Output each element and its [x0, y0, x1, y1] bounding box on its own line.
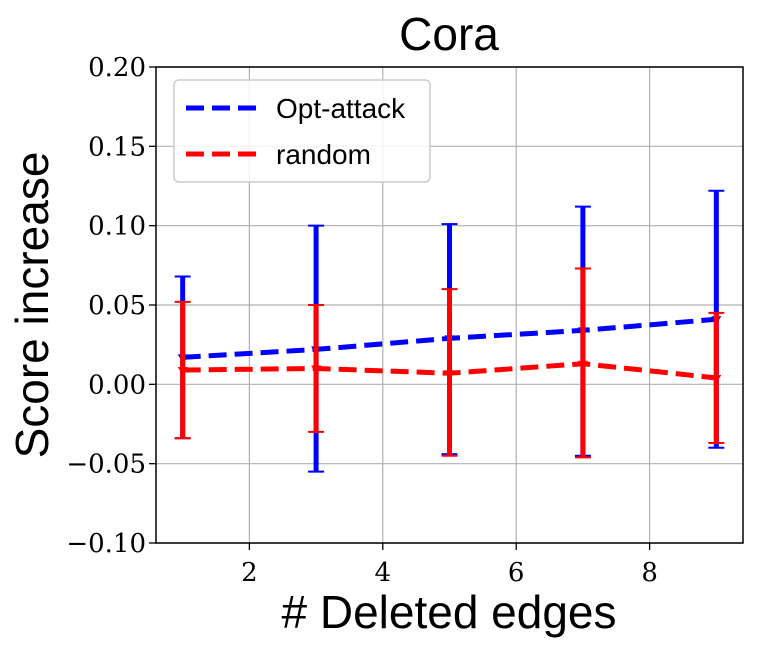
- y-tick-label: 0.15: [88, 132, 146, 162]
- y-axis-label: Score increase: [6, 152, 58, 459]
- x-tick-label: 8: [641, 558, 658, 588]
- chart-title: Cora: [399, 8, 499, 60]
- axis-ticks: 2 4 6 8 −0.10 −0.05 0.00 0.05 0.10 0.15 0.20: [66, 53, 658, 588]
- x-tick-label: 4: [375, 558, 392, 588]
- x-tick-label: 6: [508, 558, 525, 588]
- x-axis-label: # Deleted edges: [281, 586, 616, 638]
- series-layer: [174, 189, 725, 473]
- y-tick-label: 0.20: [88, 53, 146, 83]
- legend: Opt-attack random: [173, 79, 431, 183]
- data-point-marker: [577, 360, 588, 369]
- data-point-marker: [177, 367, 188, 376]
- y-tick-label: 0.00: [88, 370, 146, 400]
- data-point-marker: [311, 365, 322, 374]
- y-tick-label: 0.10: [88, 212, 146, 242]
- legend-label-opt-attack: Opt-attack: [276, 93, 406, 124]
- data-point-marker: [444, 370, 455, 379]
- x-tick-label: 2: [241, 558, 258, 588]
- y-tick-label: −0.05: [66, 450, 146, 480]
- legend-label-random: random: [276, 139, 371, 170]
- y-tick-label: 0.05: [88, 291, 146, 321]
- y-tick-label: −0.10: [66, 529, 146, 559]
- series-random: [174, 267, 725, 459]
- data-point-marker: [711, 374, 722, 383]
